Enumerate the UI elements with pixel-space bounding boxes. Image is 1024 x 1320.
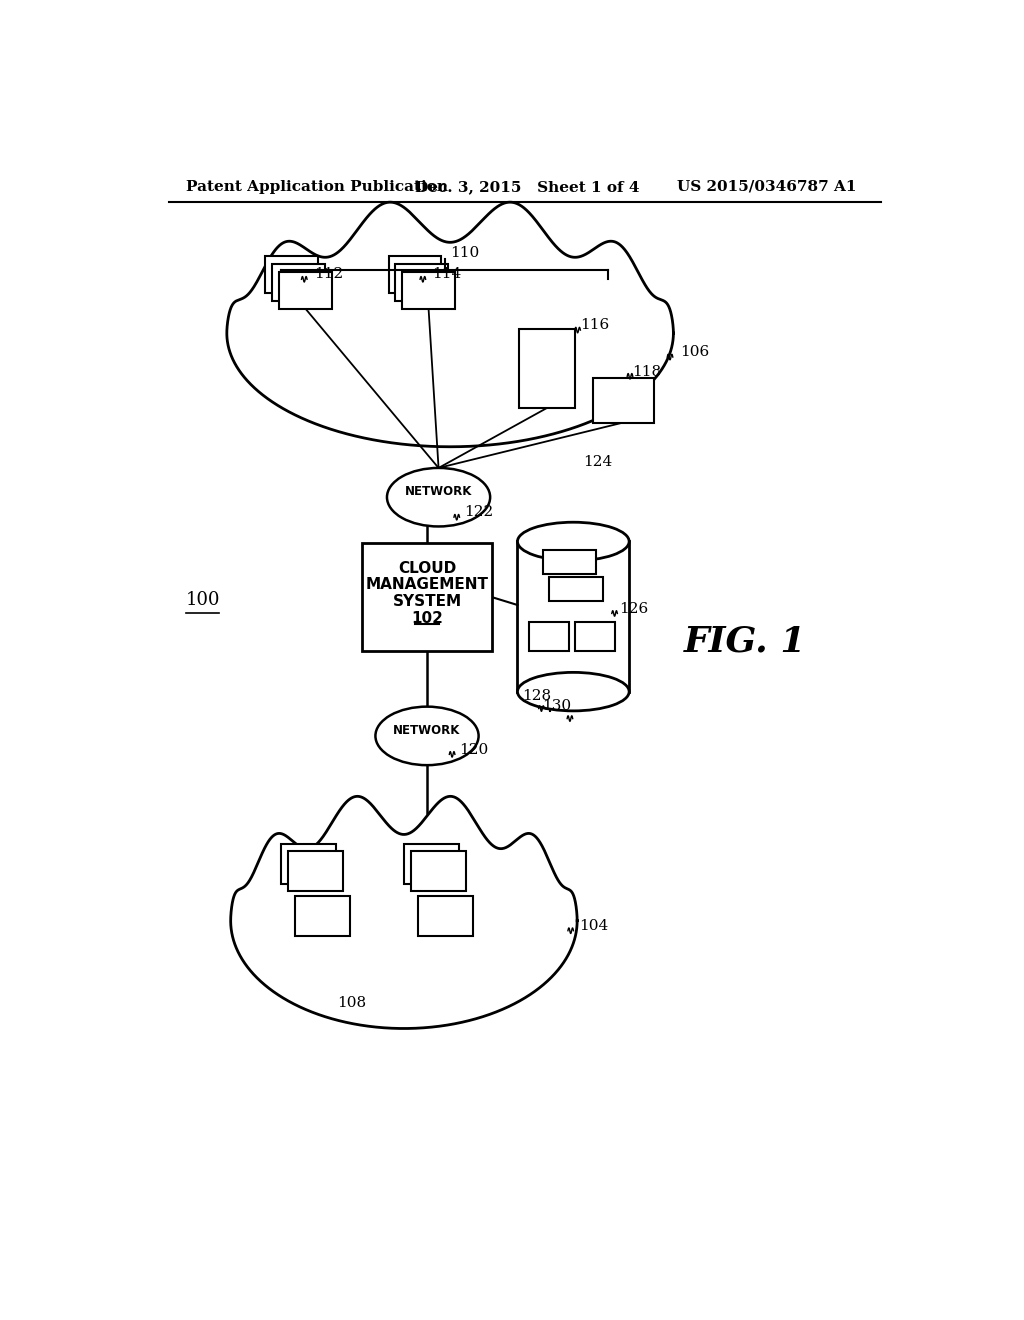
- Text: NETWORK: NETWORK: [404, 486, 472, 499]
- Text: 100: 100: [186, 591, 220, 609]
- Text: 116: 116: [581, 318, 609, 333]
- Text: 124: 124: [584, 455, 612, 470]
- Bar: [388, 256, 441, 293]
- Text: 126: 126: [620, 602, 649, 615]
- Text: 102: 102: [411, 611, 443, 627]
- Text: 104: 104: [579, 919, 608, 933]
- Text: 130: 130: [543, 698, 571, 713]
- Bar: [395, 264, 447, 301]
- Bar: [519, 330, 574, 408]
- Bar: [403, 843, 460, 884]
- Bar: [265, 256, 317, 293]
- Bar: [549, 577, 602, 601]
- Polygon shape: [230, 796, 578, 1028]
- Text: MANAGEMENT: MANAGEMENT: [366, 577, 488, 593]
- Text: 128: 128: [521, 689, 551, 702]
- Bar: [574, 622, 614, 651]
- Text: 108: 108: [337, 997, 366, 1010]
- Bar: [281, 843, 336, 884]
- Text: 112: 112: [313, 267, 343, 281]
- Bar: [295, 896, 350, 936]
- Text: CLOUD: CLOUD: [398, 561, 456, 576]
- Bar: [528, 622, 568, 651]
- Text: 122: 122: [464, 506, 494, 520]
- Ellipse shape: [517, 523, 629, 561]
- Bar: [402, 272, 455, 309]
- Text: 110: 110: [451, 246, 479, 260]
- Text: SYSTEM: SYSTEM: [392, 594, 462, 610]
- Text: 118: 118: [633, 364, 662, 379]
- Text: FIG. 1: FIG. 1: [683, 624, 806, 659]
- Text: Patent Application Publication: Patent Application Publication: [186, 180, 449, 194]
- Bar: [543, 549, 596, 574]
- Ellipse shape: [387, 469, 490, 527]
- Ellipse shape: [517, 672, 629, 711]
- Text: 114: 114: [432, 267, 462, 281]
- Bar: [593, 378, 654, 422]
- Text: 106: 106: [680, 346, 710, 359]
- Text: US 2015/0346787 A1: US 2015/0346787 A1: [677, 180, 857, 194]
- Ellipse shape: [376, 706, 478, 766]
- Polygon shape: [226, 202, 674, 446]
- Bar: [517, 541, 629, 692]
- Bar: [361, 544, 493, 651]
- Text: 120: 120: [460, 743, 488, 756]
- Bar: [418, 896, 473, 936]
- Bar: [280, 272, 332, 309]
- Text: NETWORK: NETWORK: [393, 723, 461, 737]
- Bar: [288, 850, 343, 891]
- Text: Dec. 3, 2015   Sheet 1 of 4: Dec. 3, 2015 Sheet 1 of 4: [416, 180, 640, 194]
- Bar: [411, 850, 466, 891]
- Bar: [272, 264, 325, 301]
